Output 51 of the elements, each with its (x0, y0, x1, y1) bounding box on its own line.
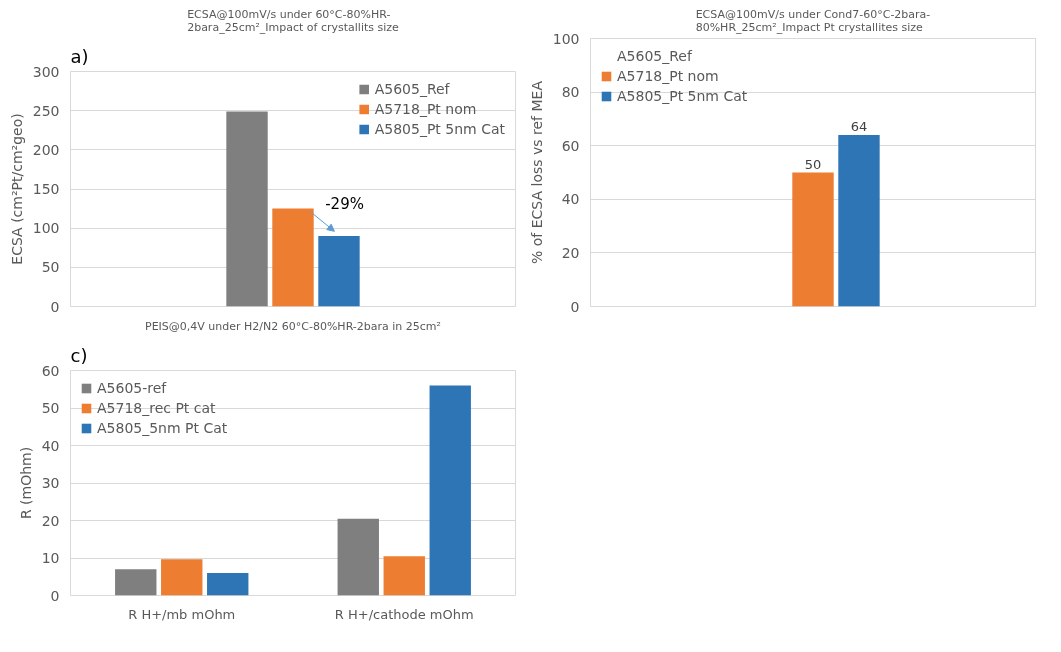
legend-label: A5805_Pt 5nm Cat (374, 121, 505, 137)
y-tick-label: 200 (32, 141, 60, 158)
bar (429, 385, 471, 596)
y-axis-title: ECSA (cm²Pt/cm²geo) (8, 113, 25, 265)
y-tick-label: 10 (41, 550, 60, 566)
x-tick-label: R H+/cathode mOhm (334, 606, 474, 622)
y-tick-label: 20 (561, 244, 580, 261)
bar (161, 559, 203, 596)
legend-label: A5605_Ref (617, 48, 692, 64)
data-label: 64 (850, 118, 868, 134)
legend-label: A5805_Pt 5nm Cat (617, 88, 748, 104)
y-tick-label: 100 (552, 30, 580, 47)
y-tick-label: 50 (41, 400, 60, 416)
bar (272, 208, 314, 307)
y-tick-label: 150 (32, 181, 60, 197)
data-label: 50 (804, 156, 822, 172)
bar (383, 556, 425, 596)
chart-title: PEIS@0,4V under H2/N2 60°C-80%HR-2bara in 25cm² (145, 319, 441, 333)
bar (337, 518, 379, 596)
y-tick-label: 20 (41, 512, 60, 529)
y-tick-label: 300 (32, 63, 60, 80)
legend-label: A5605_Ref (374, 81, 450, 97)
legend-label: A5605-ref (97, 380, 167, 396)
y-tick-label: 0 (570, 298, 580, 315)
legend-label: A5805_5nm Pt Cat (97, 420, 228, 436)
x-tick-label: R H+/mb mOhm (128, 606, 236, 622)
bar (115, 569, 157, 596)
legend-label: A5718_Pt nom (374, 101, 477, 117)
text: c) (70, 344, 88, 366)
y-tick-label: 0 (50, 587, 60, 604)
y-tick-label: 40 (561, 191, 580, 208)
y-tick-label: 0 (50, 298, 60, 315)
y-tick-label: 100 (32, 220, 60, 237)
text: a) (70, 45, 89, 67)
y-tick-label: 30 (41, 475, 60, 491)
y-tick-label: 80 (561, 84, 580, 101)
bar (207, 573, 249, 596)
y-tick-label: 50 (41, 259, 60, 276)
legend-label: A5718_Pt nom (617, 68, 719, 84)
y-tick-label: 40 (41, 437, 60, 454)
legend-label: A5718_rec Pt cat (97, 400, 216, 416)
annotation: -29% (325, 194, 364, 213)
chart-title: ECSA@100mV/s under 60°C-80%HR- 2bara_25cm²_Impact of crystallits size (187, 7, 400, 34)
y-axis-title: % of ECSA loss vs ref MEA (528, 80, 545, 264)
y-axis-title: R (mOhm) (17, 446, 34, 520)
chart-title: ECSA@100mV/s under Cond7-60°C-2bara- 80%HR_25cm²_Impact Pt crystallites size (695, 7, 931, 34)
y-tick-label: 60 (561, 137, 580, 154)
y-tick-label: 250 (32, 102, 60, 119)
y-tick-label: 60 (41, 362, 60, 379)
bar (318, 236, 360, 307)
bar (226, 111, 268, 307)
